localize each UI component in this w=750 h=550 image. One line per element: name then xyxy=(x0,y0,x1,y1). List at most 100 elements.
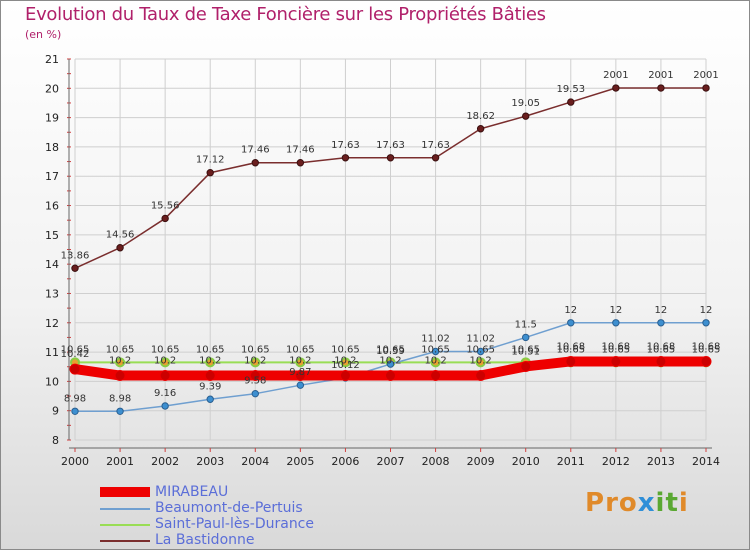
data-point xyxy=(251,389,259,398)
x-tick-label: 2003 xyxy=(196,455,224,468)
data-label: 10.65 xyxy=(647,344,676,355)
data-point xyxy=(565,355,577,367)
data-label: 15.56 xyxy=(151,200,180,211)
data-label: 10.2 xyxy=(109,356,131,367)
data-point xyxy=(520,360,532,372)
data-point xyxy=(295,357,306,368)
data-label: 9.16 xyxy=(154,388,176,399)
data-label: 17.63 xyxy=(376,140,405,151)
legend-label: MIRABEAU xyxy=(155,484,229,500)
data-label: 10.65 xyxy=(556,344,585,355)
data-point xyxy=(386,360,395,368)
x-tick-label: 2002 xyxy=(151,455,179,468)
data-label: 8.98 xyxy=(109,393,131,404)
x-tick-label: 2007 xyxy=(377,455,405,468)
x-tick-label: 2012 xyxy=(602,455,630,468)
x-tick-label: 2006 xyxy=(331,455,359,468)
data-label: 10.65 xyxy=(61,344,90,355)
data-label: 17.12 xyxy=(196,155,225,166)
y-tick-label: 18 xyxy=(45,141,59,154)
data-point xyxy=(296,159,305,167)
data-label: 10.2 xyxy=(470,356,492,367)
data-label: 10.65 xyxy=(602,344,631,355)
data-point xyxy=(657,84,665,92)
y-tick-label: 13 xyxy=(45,287,59,300)
data-label: 2001 xyxy=(603,70,628,81)
y-tick-label: 21 xyxy=(45,53,59,66)
data-label: 10.65 xyxy=(106,344,135,355)
x-tick-label: 2000 xyxy=(61,455,89,468)
data-label: 10.51 xyxy=(511,346,540,357)
data-label: 10.2 xyxy=(154,356,176,367)
data-point xyxy=(702,319,710,327)
data-point xyxy=(340,357,351,368)
data-label: 19.53 xyxy=(556,84,585,95)
data-point xyxy=(567,319,575,327)
series-layer xyxy=(69,84,712,415)
data-label: 17.63 xyxy=(331,140,360,151)
y-tick-label: 16 xyxy=(45,200,59,213)
data-point xyxy=(655,355,667,367)
data-label: 10.12 xyxy=(331,360,360,371)
x-tick-label: 2008 xyxy=(422,455,450,468)
data-label: 11.02 xyxy=(421,333,450,344)
data-label: 10.2 xyxy=(424,356,446,367)
proxiti-logo: Proxiti xyxy=(585,488,689,518)
data-label: 9.39 xyxy=(199,381,221,392)
y-tick-label: 20 xyxy=(45,82,59,95)
y-tick-label: 12 xyxy=(45,317,59,330)
data-label: 10.68 xyxy=(647,341,676,352)
data-point xyxy=(610,355,622,367)
data-label: 13.86 xyxy=(61,250,90,261)
data-point xyxy=(385,370,396,382)
data-label: 10.65 xyxy=(196,344,225,355)
data-point xyxy=(71,264,79,272)
data-point xyxy=(116,244,124,252)
data-label: 10.65 xyxy=(466,344,495,355)
legend-swatch-beaumont xyxy=(100,508,150,510)
data-label: 10.42 xyxy=(61,349,90,360)
data-point xyxy=(475,357,486,368)
data-point xyxy=(431,154,440,162)
data-label: 10.68 xyxy=(556,341,585,352)
data-point xyxy=(205,357,216,368)
logo-letter: P xyxy=(585,488,606,518)
logo-letter: t xyxy=(665,488,679,518)
chart-title: Evolution du Taux de Taxe Foncière sur l… xyxy=(25,4,546,25)
data-label: 12 xyxy=(700,305,713,316)
data-label: 11.5 xyxy=(515,319,537,330)
data-point xyxy=(71,407,79,415)
x-tick-label: 2004 xyxy=(241,455,269,468)
y-tick-label: 19 xyxy=(45,112,59,125)
data-point xyxy=(612,84,620,92)
data-label: 9.58 xyxy=(244,376,266,387)
data-point xyxy=(430,357,441,368)
data-point xyxy=(206,395,214,403)
data-point xyxy=(161,214,169,223)
data-point xyxy=(522,333,530,342)
x-tick-label: 2014 xyxy=(692,455,720,468)
data-point xyxy=(386,154,395,162)
data-point xyxy=(430,370,442,382)
data-point xyxy=(431,347,440,356)
data-label: 10.59 xyxy=(376,346,405,357)
data-label: 10.2 xyxy=(244,356,266,367)
legend-label: Saint-Paul-lès-Durance xyxy=(155,516,314,532)
logo-letter: o xyxy=(618,488,638,518)
y-tick-label: 11 xyxy=(45,346,59,359)
data-label: 12 xyxy=(655,305,668,316)
logo-letter: r xyxy=(605,488,619,518)
data-point xyxy=(161,402,169,410)
data-point xyxy=(476,347,485,356)
data-label: 10.2 xyxy=(379,356,401,367)
legend-swatch-mirabeau xyxy=(100,487,150,497)
data-label: 10.65 xyxy=(331,344,360,355)
data-label: 10.65 xyxy=(286,344,315,355)
data-label: 17.46 xyxy=(286,145,315,156)
data-label: 14.56 xyxy=(106,230,135,241)
y-tick-label: 17 xyxy=(45,170,59,183)
x-tick-label: 2001 xyxy=(106,455,134,468)
grid xyxy=(74,58,707,441)
